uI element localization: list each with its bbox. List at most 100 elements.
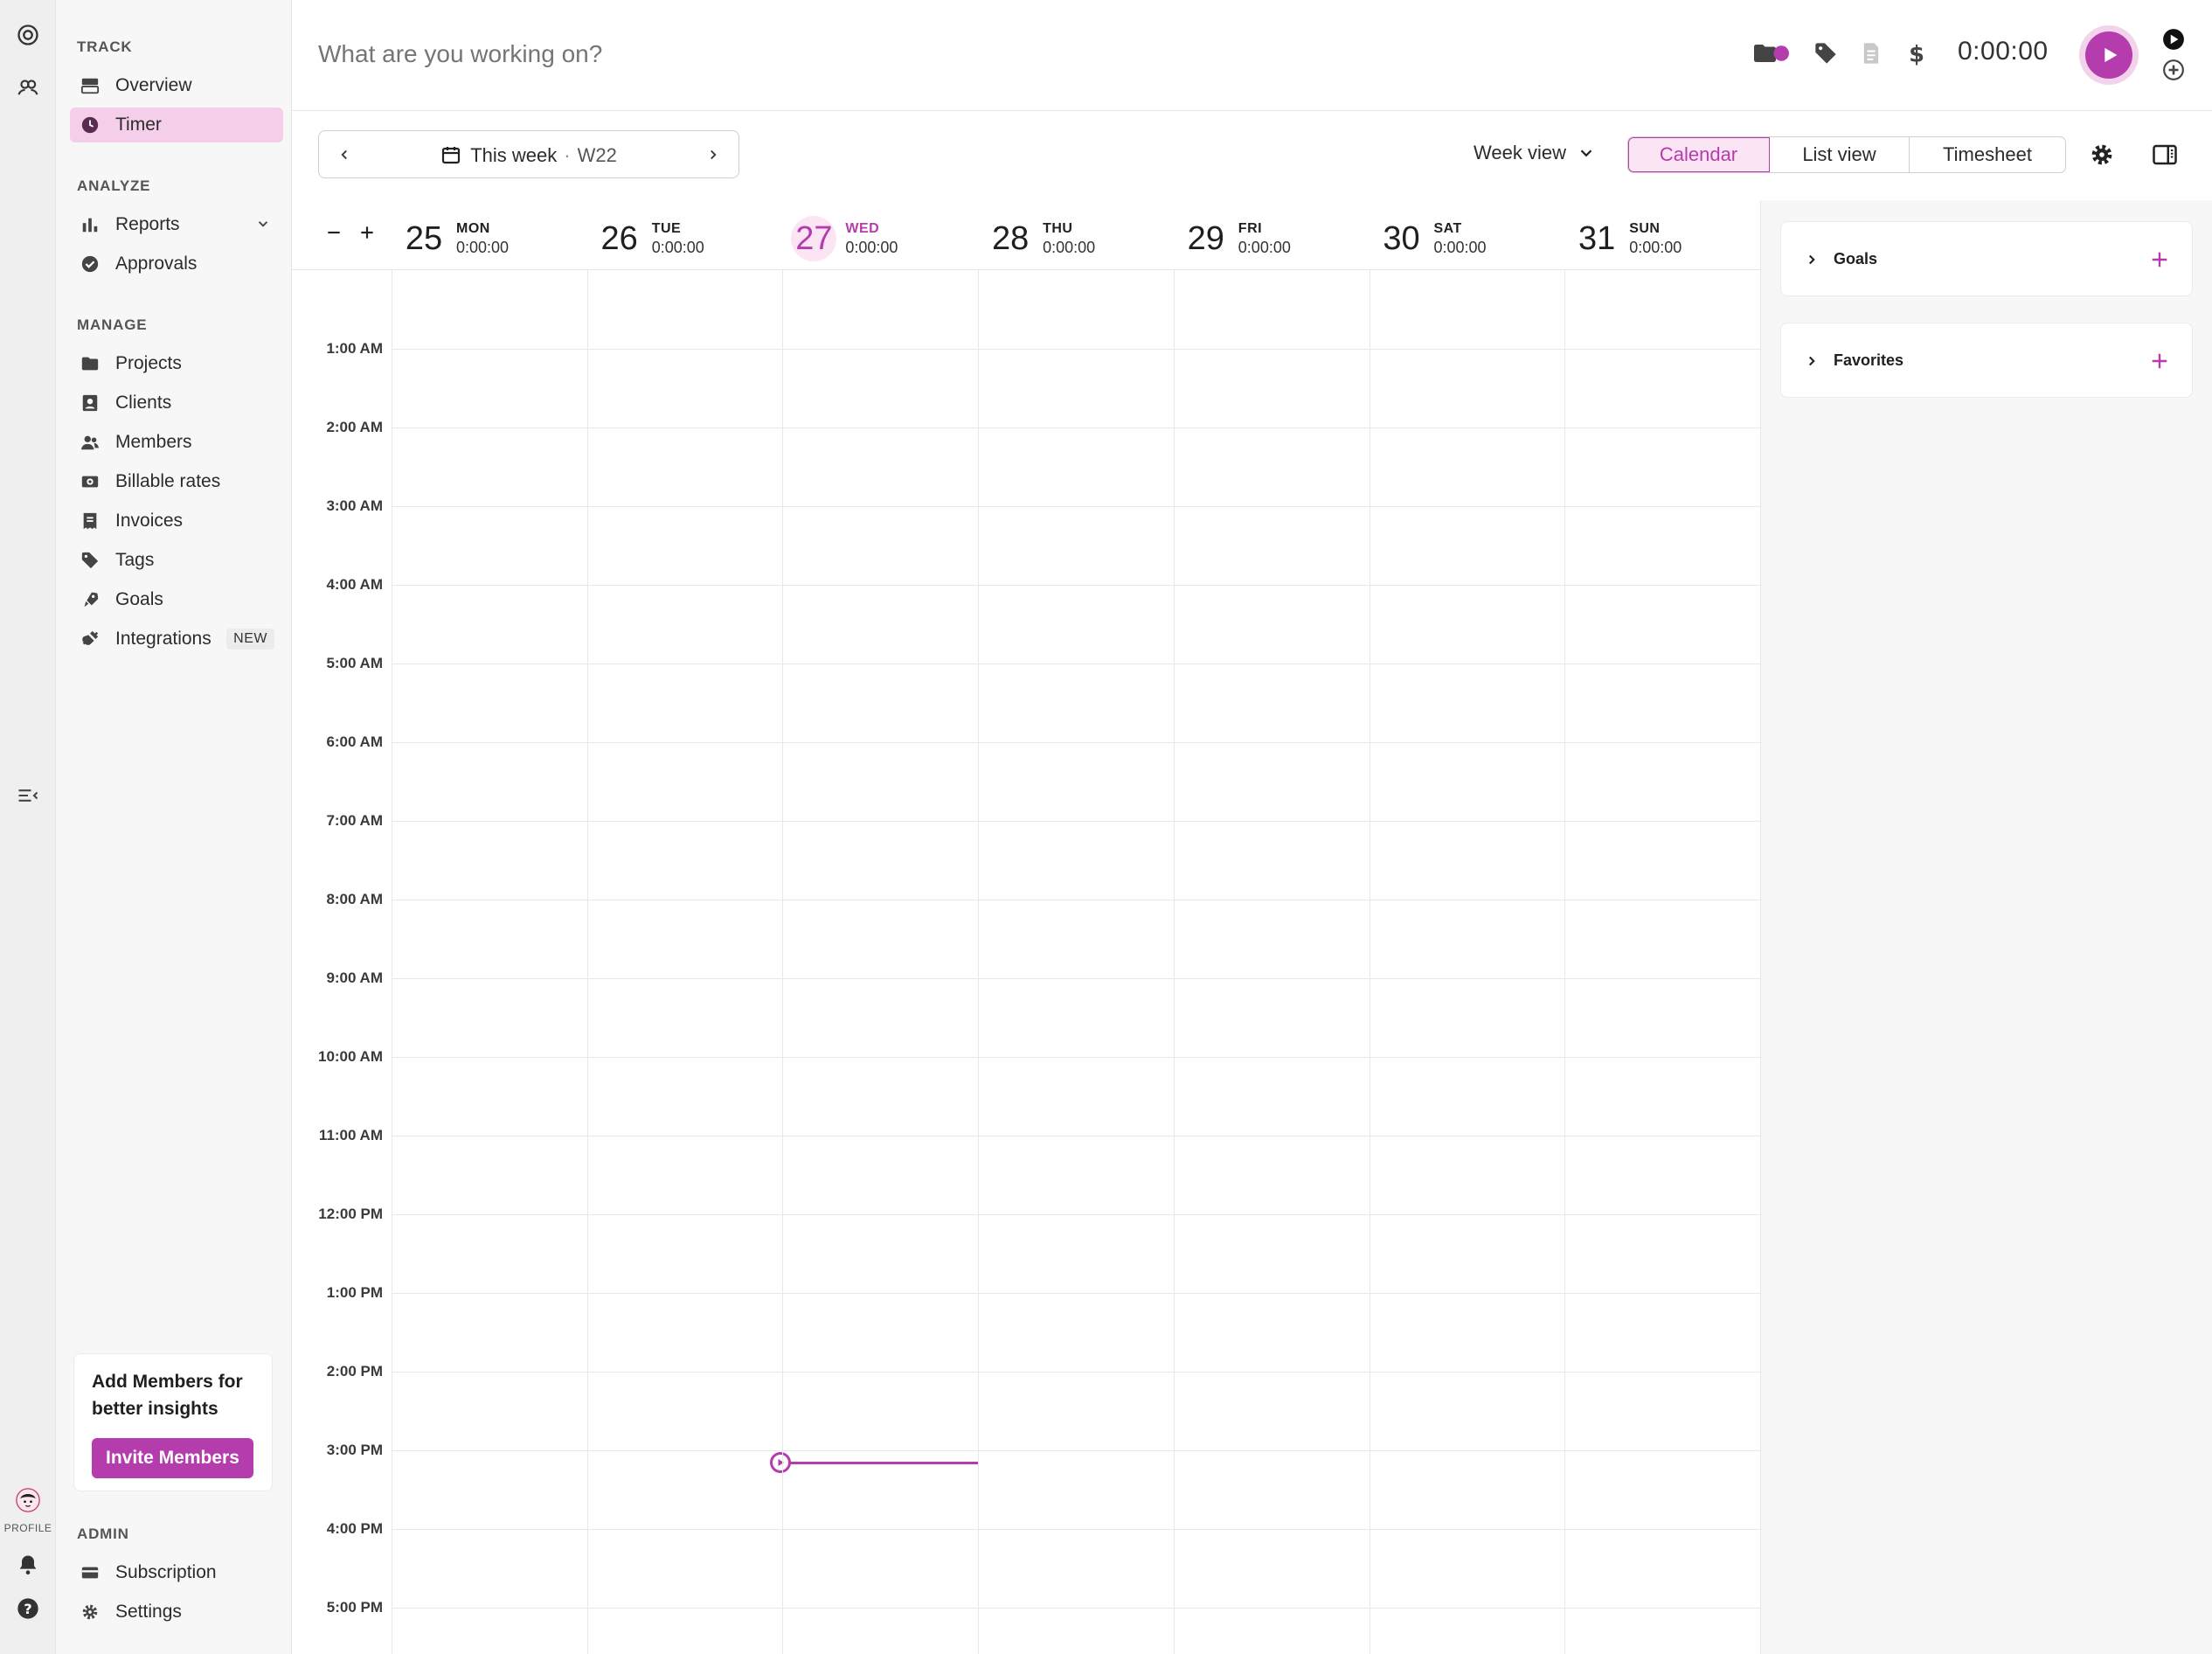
credit-card-icon	[80, 1563, 100, 1582]
bell-icon[interactable]	[10, 1547, 45, 1582]
day-number: 29	[1187, 220, 1224, 257]
hour-label: 5:00 AM	[326, 655, 383, 671]
day-header-tue[interactable]: 26 TUE 0:00:00	[596, 216, 704, 261]
zoom-out-button[interactable]	[321, 219, 347, 246]
day-number: 31	[1578, 220, 1616, 257]
dollar-icon[interactable]: $	[1902, 38, 1931, 68]
hour-label: 3:00 PM	[326, 1442, 383, 1458]
sidebar-item-projects[interactable]: Projects	[70, 346, 283, 381]
toggle-side-panel-icon[interactable]	[2150, 140, 2180, 170]
svg-text:$: $	[1909, 41, 1924, 66]
sidebar-item-settings[interactable]: Settings	[70, 1595, 283, 1630]
day-header-sat[interactable]: 30 SAT 0:00:00	[1378, 216, 1486, 261]
hour-line	[392, 1372, 1760, 1373]
day-name: FRI	[1238, 220, 1263, 236]
hour-label: 7:00 AM	[326, 812, 383, 829]
project-picker-icon[interactable]	[1751, 38, 1792, 68]
hour-line	[392, 585, 1760, 586]
invite-members-card: Add Members for better insights Invite M…	[73, 1353, 273, 1491]
hour-label: 2:00 AM	[326, 419, 383, 435]
tab-calendar[interactable]: Calendar	[1628, 137, 1770, 172]
sidebar-item-reports[interactable]: Reports	[70, 207, 283, 242]
sidebar-item-tags[interactable]: Tags	[70, 543, 283, 578]
day-column-divider	[1564, 270, 1565, 1654]
favorites-card[interactable]: Favorites	[1780, 323, 2193, 398]
calendar-settings-icon[interactable]	[2087, 140, 2117, 170]
add-favorite-button[interactable]	[2148, 350, 2171, 372]
collapse-sidebar-icon[interactable]	[10, 778, 45, 813]
hour-line	[392, 1214, 1760, 1215]
profile-label: PROFILE	[3, 1522, 52, 1534]
task-description-input[interactable]	[316, 35, 1103, 73]
promo-text: Add Members for better insights	[92, 1372, 243, 1419]
timer-mode-icon[interactable]	[2160, 26, 2187, 52]
day-header-mon[interactable]: 25 MON 0:00:00	[400, 216, 509, 261]
next-week-button[interactable]	[700, 142, 726, 168]
tag-picker-icon[interactable]	[1811, 38, 1841, 68]
chevron-right-icon[interactable]	[1804, 252, 1820, 268]
hour-line	[392, 742, 1760, 743]
chevron-down-icon[interactable]	[255, 216, 271, 232]
previous-week-button[interactable]	[331, 142, 357, 168]
sidebar-item-billable-rates[interactable]: Billable rates	[70, 464, 283, 499]
folder-icon	[80, 354, 100, 373]
help-icon[interactable]: ?	[10, 1591, 45, 1626]
sidebar-item-label: Invoices	[115, 511, 184, 531]
hour-label: 4:00 PM	[326, 1520, 383, 1537]
hour-label: 8:00 AM	[326, 891, 383, 907]
hour-label: 2:00 PM	[326, 1363, 383, 1379]
sidebar-item-label: Projects	[115, 353, 182, 373]
sidebar-item-label: Billable rates	[115, 471, 221, 491]
sidebar: TRACK Overview Timer ANALYZE Reports App…	[56, 0, 292, 1654]
goals-card[interactable]: Goals	[1780, 221, 2193, 296]
tab-list-view[interactable]: List view	[1770, 137, 1910, 172]
sidebar-item-overview[interactable]: Overview	[70, 68, 283, 103]
tab-timesheet[interactable]: Timesheet	[1943, 143, 2032, 165]
zoom-in-button[interactable]	[354, 219, 380, 246]
chevron-right-icon[interactable]	[1804, 353, 1820, 369]
hour-label: 11:00 AM	[318, 1127, 383, 1143]
calendar-grid[interactable]: 1:00 AM 2:00 AM 3:00 AM 4:00 AM 5:00 AM 6:00 …	[292, 270, 1761, 1654]
sidebar-item-invoices[interactable]: Invoices	[70, 504, 283, 539]
day-header-thu[interactable]: 28 THU 0:00:00	[987, 216, 1095, 261]
team-icon[interactable]	[10, 70, 45, 105]
sidebar-item-integrations[interactable]: Integrations NEW	[70, 622, 283, 657]
workspace-icon[interactable]	[10, 17, 45, 52]
add-goal-button[interactable]	[2148, 248, 2171, 271]
hour-line	[392, 821, 1760, 822]
sidebar-item-approvals[interactable]: Approvals	[70, 247, 283, 281]
section-track: TRACK	[77, 38, 133, 55]
sidebar-item-goals[interactable]: Goals	[70, 582, 283, 617]
hour-line	[392, 1057, 1760, 1058]
day-header-fri[interactable]: 29 FRI 0:00:00	[1182, 216, 1291, 261]
day-header-sun[interactable]: 31 SUN 0:00:00	[1573, 216, 1682, 261]
sidebar-item-label: Overview	[115, 75, 192, 95]
week-view-dropdown[interactable]: Week view	[1474, 142, 1596, 164]
timer-bar: $ 0:00:00	[292, 0, 2212, 111]
app-rail: PROFILE ?	[0, 0, 56, 1654]
day-header-wed[interactable]: 27 WED 0:00:00	[791, 216, 898, 261]
current-time-play-icon[interactable]	[770, 1452, 791, 1473]
sidebar-item-clients[interactable]: Clients	[70, 386, 283, 420]
hour-label: 4:00 AM	[326, 576, 383, 593]
sidebar-item-members[interactable]: Members	[70, 425, 283, 460]
day-column-divider	[782, 270, 783, 1654]
plus-icon	[2152, 353, 2167, 369]
hour-line	[392, 427, 1760, 428]
current-time-line	[780, 1462, 978, 1464]
section-analyze: ANALYZE	[77, 177, 151, 194]
sidebar-item-timer[interactable]: Timer	[70, 108, 283, 142]
plug-icon	[80, 629, 100, 649]
section-manage: MANAGE	[77, 316, 148, 333]
sidebar-item-label: Members	[115, 432, 192, 452]
manual-mode-icon[interactable]	[2160, 57, 2187, 83]
hour-label: 5:00 PM	[326, 1599, 383, 1616]
goals-title: Goals	[1834, 250, 1878, 268]
sidebar-item-subscription[interactable]: Subscription	[70, 1555, 283, 1590]
start-timer-button[interactable]	[2079, 25, 2139, 85]
week-picker[interactable]: This week · W22	[319, 144, 738, 170]
profile-avatar[interactable]	[10, 1483, 45, 1518]
task-picker-icon[interactable]	[1856, 38, 1886, 68]
hour-line	[392, 1450, 1760, 1451]
invite-members-button[interactable]: Invite Members	[92, 1438, 253, 1478]
